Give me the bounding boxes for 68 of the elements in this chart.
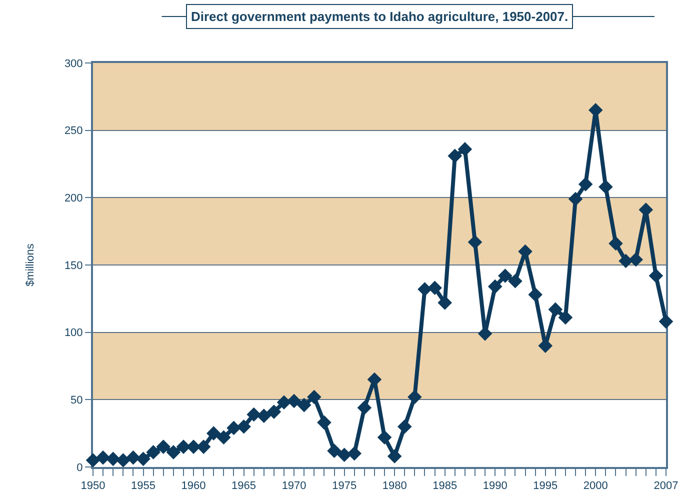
chart-title: Direct government payments to Idaho agriculture, 1950-2007. [191,9,568,24]
y-tick-label: 200 [64,192,83,205]
point [387,449,402,464]
point [458,142,472,156]
point [568,192,583,206]
x-tick-label: 1965 [232,480,256,492]
point [438,296,452,310]
y-tick-label: 150 [64,260,83,272]
x-tick-label: 1960 [181,480,206,492]
point [96,450,110,465]
y-tick-label: 0 [76,462,83,474]
point [377,430,392,445]
point [397,419,412,434]
point [216,430,231,445]
point [528,287,542,302]
point [347,446,362,461]
point [206,426,221,440]
point [428,280,442,296]
x-tick-label: 2000 [583,480,608,492]
point [236,419,251,434]
x-tick-label: 2007 [654,480,678,492]
point [578,177,593,192]
point [136,452,150,466]
point [106,452,120,466]
y-tick-label: 100 [64,327,83,340]
y-tick-label: 250 [64,125,83,138]
point [558,310,573,325]
point [246,407,261,422]
y-axis-title: $millions [24,243,37,286]
point [307,390,322,404]
x-tick-label: 1990 [482,480,508,492]
point [337,448,352,462]
point [266,404,282,419]
point [468,234,482,250]
point [146,445,160,460]
point [598,180,613,194]
point [548,302,563,317]
x-tick-label: 1970 [282,480,306,492]
point [296,398,312,412]
point [156,440,171,454]
y-tick-label: 50 [70,394,83,407]
point [628,252,643,267]
point [327,444,342,458]
point [317,415,332,430]
point [408,390,422,404]
point [418,282,432,296]
point [488,279,502,294]
point [126,450,140,465]
point [86,453,100,468]
x-tick-label: 1975 [332,480,357,492]
point [166,445,181,460]
x-tick-label: 1985 [432,480,458,492]
point [448,148,462,164]
point [357,400,372,415]
point [286,394,302,408]
x-tick-label: 1980 [382,480,407,492]
point [498,268,512,283]
x-tick-label: 1955 [131,480,156,492]
x-tick-label: 1950 [80,480,106,492]
point [608,236,623,251]
point [116,453,130,468]
y-tick-label: 300 [64,58,83,70]
point [256,408,272,423]
point [648,268,664,283]
x-tick-label: 1995 [533,480,558,492]
point [276,395,292,410]
point [508,274,522,288]
point [658,314,674,329]
